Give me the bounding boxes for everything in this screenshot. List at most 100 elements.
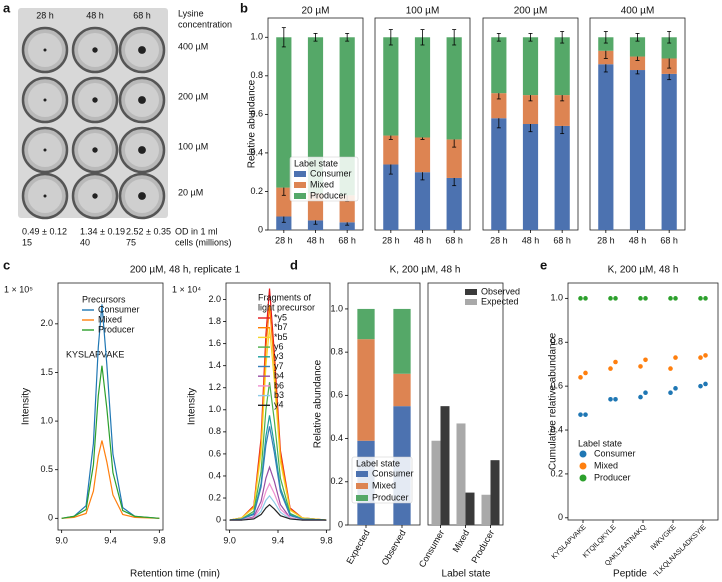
x-axis-label: Retention time (min) (130, 569, 220, 580)
y-tick-label: 0 (558, 512, 563, 522)
bar-segment (629, 56, 646, 71)
legend-label: b4 (274, 371, 284, 381)
bar-segment (661, 73, 677, 231)
row-label: 400 µM (178, 41, 208, 51)
x-tick-label: 28 h (597, 235, 615, 245)
legend-swatch (579, 450, 587, 458)
y-tick-label: 0.4 (250, 147, 263, 157)
y-tick-label: 1.0 (208, 404, 221, 414)
x-tick-label: 28 h (490, 235, 508, 245)
colony (43, 98, 47, 102)
colony (138, 192, 146, 200)
line-series (229, 426, 327, 521)
plot-frame (347, 282, 421, 526)
x-tick-label: Mixed (451, 528, 472, 554)
legend-label: Mixed (372, 480, 396, 490)
colony (43, 194, 47, 198)
y-tick-label: 0 (338, 519, 343, 529)
panel-letter: a (3, 0, 11, 15)
y-tick-label: 0.4 (208, 470, 221, 480)
bar-segment (446, 37, 462, 140)
point (703, 381, 708, 387)
y-tick-label: 0.8 (208, 426, 221, 436)
point (703, 353, 708, 358)
y-tick-label: 0 (48, 513, 53, 523)
x-tick-label: 9.4 (272, 535, 285, 545)
chart-title: 100 µM (406, 6, 440, 17)
bar-segment (276, 216, 292, 230)
bar-segment (393, 308, 411, 374)
bar-segment (554, 95, 570, 126)
x-tick-label: IWKVGKE (650, 524, 678, 552)
legend-swatch (579, 474, 587, 482)
y-axis-label: Cumulative relative abundance (548, 332, 559, 470)
column-label: 68 h (133, 10, 151, 20)
y-axis-label: Intensity (187, 388, 198, 425)
chart-title: 400 µM (621, 6, 655, 17)
legend-swatch (465, 289, 477, 295)
y-tick-label: 0 (216, 514, 221, 524)
y-tick-label: 0.6 (208, 448, 221, 458)
bar-segment (383, 37, 399, 136)
chart-title: 200 µM (514, 6, 548, 17)
y-tick-label: 1.0 (40, 415, 53, 425)
bar-segment (598, 64, 614, 230)
colony (92, 47, 98, 53)
row-header: Lysine (178, 8, 204, 18)
y-tick-label: 0.2 (250, 186, 263, 196)
legend-label: *b5 (274, 332, 288, 342)
panel-letter: c (3, 257, 10, 272)
legend-title: Precursors (82, 294, 126, 304)
y-tick-label: 0.8 (250, 70, 263, 80)
y-axis-label: Relative abundance (247, 79, 258, 168)
cells-label: cells (millions) (175, 237, 232, 247)
y-tick-label: 0.2 (330, 476, 343, 486)
chart-title: 20 µM (302, 6, 330, 17)
y-tick-label: 1.5 (40, 367, 53, 377)
x-tick-label: Expected (344, 528, 371, 566)
line-series (61, 440, 160, 519)
y-tick-label: 2.0 (40, 318, 53, 328)
bar-segment (357, 308, 375, 340)
colony (92, 147, 98, 153)
row-label: 200 µM (178, 91, 208, 101)
panel-letter: e (540, 257, 547, 272)
legend-swatch (356, 471, 368, 477)
point (608, 366, 613, 371)
x-tick-label: 28 h (275, 235, 293, 245)
colony (138, 96, 146, 104)
legend-title: Fragments of (258, 292, 312, 302)
legend-swatch (465, 299, 477, 305)
legend-label: Producer (98, 324, 135, 334)
bar (490, 460, 500, 525)
y-tick-label: 0.8 (550, 337, 563, 347)
od-value: 0.49 ± 0.12 (22, 226, 67, 236)
y-tick-label: 0.4 (330, 433, 343, 443)
legend-label: Producer (310, 190, 347, 200)
y-tick-label: 1.0 (250, 32, 263, 42)
x-tick-label: 68 h (660, 235, 678, 245)
y-tick-label: 1.0 (550, 293, 563, 303)
y-tick-label: 0.6 (330, 390, 343, 400)
bar (481, 494, 491, 525)
od-label: OD in 1 ml (175, 226, 218, 236)
y-tick-label: 1.8 (208, 316, 221, 326)
legend-label: Consumer (98, 304, 140, 314)
legend-swatch (294, 171, 306, 177)
bar (465, 492, 475, 525)
legend-label: Observed (481, 286, 520, 296)
x-tick-label: 48 h (522, 235, 540, 245)
legend-label: Expected (481, 296, 519, 306)
bar-segment (446, 177, 462, 230)
legend-swatch (294, 182, 306, 188)
scale-label: 1 × 10⁵ (4, 284, 33, 294)
cell-count: 40 (80, 237, 90, 247)
bar-segment (446, 139, 462, 178)
column-label: 48 h (86, 10, 104, 20)
legend-label: Producer (594, 472, 631, 482)
bar-segment (339, 222, 355, 230)
x-tick-label: Observed (380, 528, 408, 567)
bar-segment (554, 37, 570, 96)
legend-label: b6 (274, 380, 284, 390)
y-tick-label: 1.2 (208, 382, 221, 392)
